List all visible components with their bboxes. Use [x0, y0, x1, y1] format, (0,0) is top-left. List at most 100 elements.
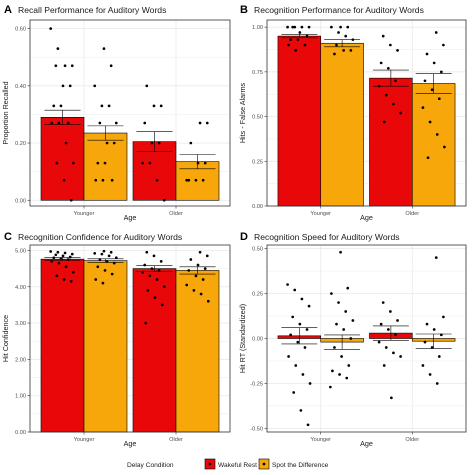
data-point	[153, 296, 157, 300]
legend-label: Spot the Difference	[272, 462, 329, 469]
data-point	[399, 355, 402, 358]
data-point	[201, 178, 205, 182]
x-axis-label: Age	[124, 213, 137, 222]
data-point	[101, 178, 105, 182]
panel-a: A Recall Performance for Auditory Words 0.…	[1, 4, 231, 222]
y-tick-label: 1.00	[252, 25, 263, 31]
x-axis-label: Age	[360, 213, 373, 222]
data-point	[434, 31, 438, 34]
data-point	[201, 278, 205, 281]
data-point	[50, 259, 54, 263]
data-point	[381, 301, 385, 304]
data-point	[68, 255, 72, 259]
data-point	[286, 283, 289, 286]
data-point	[144, 321, 148, 325]
data-point	[66, 258, 70, 261]
y-tick-label: 1.00	[15, 394, 26, 400]
data-point	[339, 25, 342, 29]
data-point	[103, 269, 107, 272]
data-point	[421, 364, 425, 367]
panel-c: C Recognition Confidence for Auditory Wor…	[1, 231, 231, 448]
data-point	[155, 278, 159, 281]
data-point	[206, 299, 210, 303]
data-point	[296, 340, 300, 344]
data-point	[105, 141, 109, 145]
data-point	[105, 259, 109, 263]
y-tick-label: 3.00	[15, 321, 26, 327]
bar	[83, 132, 128, 201]
bar	[277, 35, 322, 207]
data-point	[377, 340, 381, 344]
data-point	[194, 178, 198, 182]
data-point	[162, 285, 166, 289]
data-point	[342, 328, 346, 331]
data-point	[112, 141, 116, 145]
data-point	[298, 322, 302, 326]
data-point	[432, 328, 436, 331]
data-point	[337, 301, 340, 304]
y-tick-label: 5.00	[15, 248, 26, 254]
data-point	[425, 322, 429, 326]
data-point	[289, 333, 292, 337]
x-tick-label: Older	[169, 211, 183, 217]
data-point	[396, 319, 399, 322]
data-point	[346, 286, 350, 290]
data-point	[287, 43, 290, 47]
panel-border	[29, 244, 231, 433]
data-point	[379, 322, 383, 326]
data-point	[59, 257, 63, 260]
data-point	[421, 106, 425, 109]
x-tick-label: Younger	[310, 211, 331, 217]
data-point	[307, 25, 311, 29]
data-point	[394, 333, 397, 337]
data-point	[57, 261, 61, 265]
x-tick-label: Older	[405, 437, 419, 443]
bar	[40, 258, 85, 433]
data-point	[143, 263, 147, 267]
data-point	[56, 47, 60, 50]
data-point	[392, 351, 395, 355]
data-point	[157, 141, 161, 145]
data-point	[103, 161, 107, 165]
data-point	[93, 84, 97, 88]
data-point	[292, 391, 296, 394]
data-point	[52, 104, 56, 108]
data-point	[152, 104, 156, 108]
data-point	[69, 198, 73, 202]
data-point	[114, 256, 118, 260]
data-point	[351, 319, 355, 322]
data-point	[141, 161, 145, 165]
data-point	[110, 178, 114, 182]
data-point	[155, 178, 159, 182]
data-point	[299, 409, 303, 412]
data-point	[349, 49, 353, 52]
data-point	[329, 385, 332, 389]
data-point	[96, 161, 100, 165]
legend-title: Delay Condition	[127, 462, 174, 469]
data-point	[55, 161, 59, 165]
data-point	[94, 178, 98, 182]
data-point	[61, 254, 65, 258]
data-point	[69, 279, 73, 283]
data-point	[331, 369, 334, 373]
data-point	[389, 310, 392, 313]
panel-title: Recognition Confidence for Auditory Word…	[18, 232, 182, 242]
data-point	[430, 88, 434, 92]
legend-label: Wakeful Rest	[218, 462, 257, 469]
panel-letter: A	[4, 4, 12, 16]
data-point	[300, 25, 304, 29]
data-point	[100, 252, 104, 256]
y-tick-label: 0.60	[15, 27, 26, 33]
data-point	[114, 121, 118, 125]
data-point	[192, 289, 196, 292]
data-point	[203, 161, 207, 165]
data-point	[442, 315, 445, 319]
data-point	[185, 178, 189, 182]
data-point	[148, 274, 152, 278]
data-point	[301, 373, 305, 376]
data-point	[428, 373, 432, 376]
data-point	[293, 288, 297, 292]
data-point	[377, 84, 381, 88]
data-point	[390, 396, 393, 400]
data-point	[110, 272, 114, 276]
